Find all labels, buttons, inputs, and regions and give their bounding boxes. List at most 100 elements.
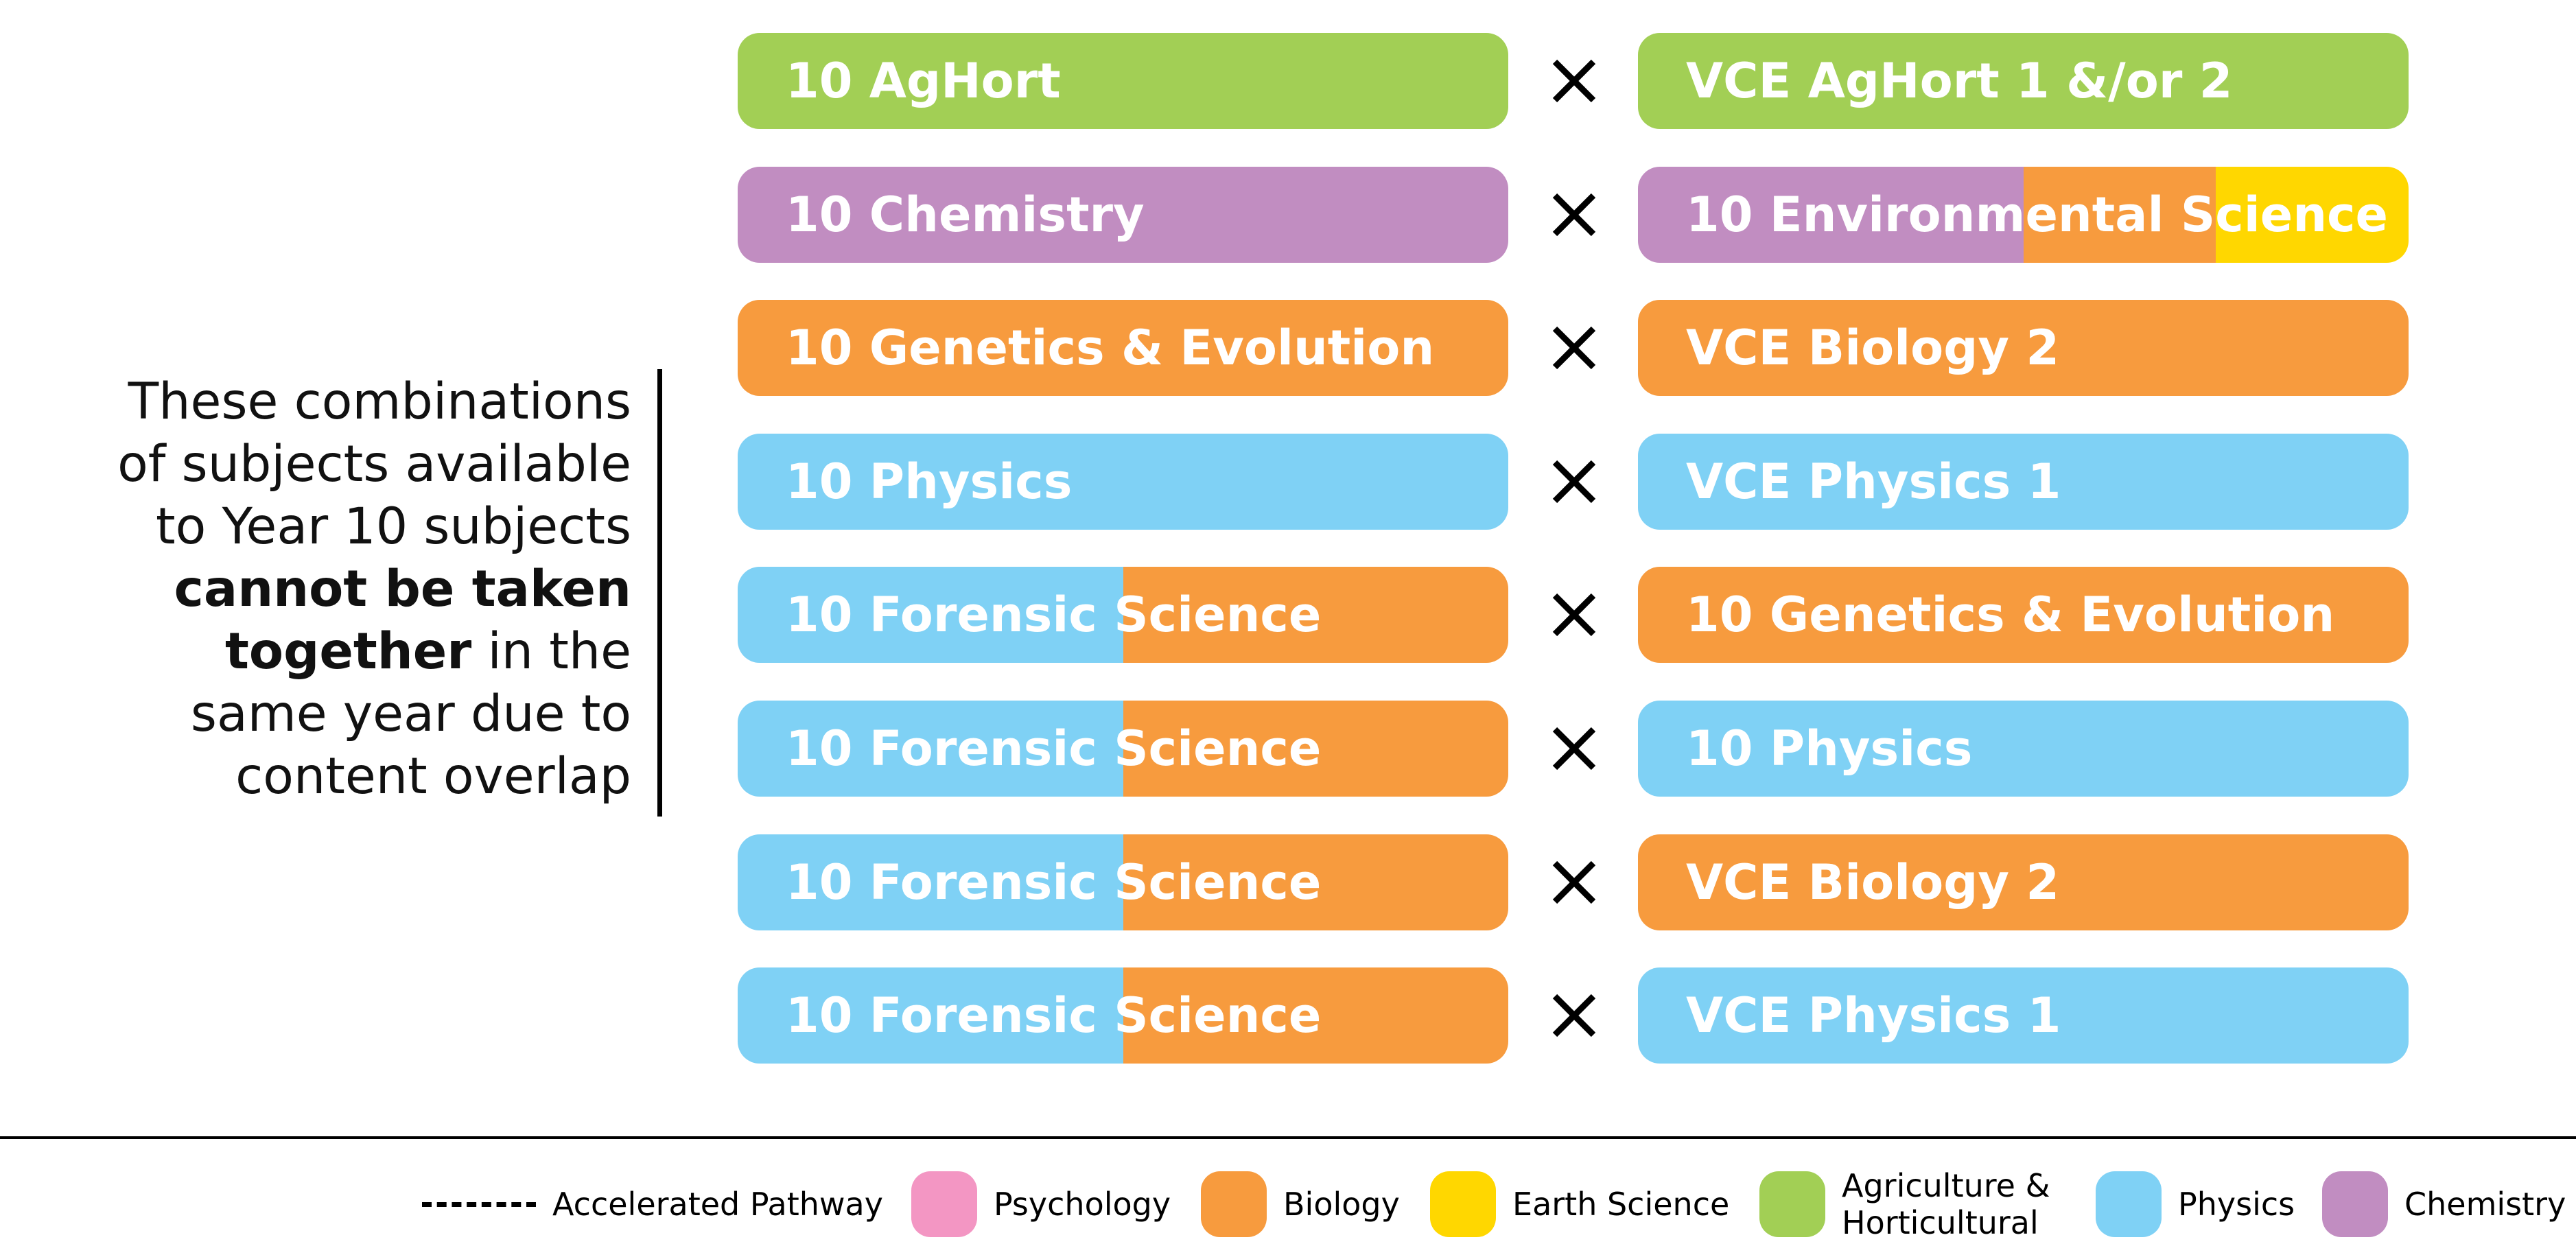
legend-item-physics: Physics	[2096, 1170, 2295, 1239]
subject-pair-row: 10 Forensic Science 10 Physics	[738, 700, 2409, 797]
times-icon	[1552, 193, 1596, 236]
subject-pair-row: 10 Forensic Science VCE Biology 2	[738, 834, 2409, 930]
subject-pill-right: VCE AgHort 1 &/or 2	[1638, 33, 2409, 129]
subject-pill-right: 10 Environmental Science	[1638, 166, 2409, 263]
legend-item-biology: Biology	[1201, 1170, 1400, 1239]
times-icon	[1552, 994, 1596, 1037]
physics-segment	[1638, 700, 2409, 797]
note-line: These combinations	[128, 373, 631, 431]
note-line: same year due to	[190, 685, 631, 743]
physics-segment	[738, 433, 1508, 530]
agriculture-swatch	[1759, 1171, 1825, 1237]
physics-segment	[738, 700, 1123, 797]
subject-pair-row: 10 Genetics & Evolution VCE Biology 2	[738, 300, 2409, 397]
subject-label: 10 AgHort	[786, 53, 1061, 109]
agriculture-segment	[1638, 33, 2409, 129]
subject-pill-left: 10 Forensic Science	[738, 834, 1508, 930]
biology-segment	[1638, 300, 2409, 397]
physics-segment	[738, 567, 1123, 664]
legend-label: Physics	[2178, 1186, 2295, 1223]
times-icon	[1552, 727, 1596, 771]
times-icon	[1552, 59, 1596, 103]
subject-pill-right: VCE Physics 1	[1638, 967, 2409, 1064]
chemistry-swatch	[2322, 1171, 2388, 1237]
note-emphasis: together	[225, 622, 472, 681]
physics-segment	[738, 834, 1123, 930]
subject-label: 10 Forensic Science	[786, 587, 1322, 644]
physics-segment	[1638, 967, 2409, 1064]
biology-segment	[1123, 567, 1508, 664]
legend-label: Earth Science	[1512, 1186, 1730, 1223]
physics-segment	[1638, 433, 2409, 530]
subject-pair-row: 10 Chemistry 10 Environmental Science	[738, 166, 2409, 263]
biology-segment	[1123, 834, 1508, 930]
chemistry-segment	[738, 166, 1508, 263]
subject-pill-right: 10 Genetics & Evolution	[1638, 567, 2409, 664]
physics-swatch	[2096, 1171, 2162, 1237]
note-line: of subjects available	[117, 435, 631, 493]
subject-label: 10 Forensic Science	[786, 854, 1322, 911]
times-icon	[1552, 460, 1596, 503]
biology-segment	[1123, 700, 1508, 797]
subject-pair-row: 10 Physics VCE Physics 1	[738, 433, 2409, 530]
legend-item-psychology: Psychology	[911, 1170, 1171, 1239]
biology-segment	[738, 300, 1508, 397]
subject-pairs: 10 AgHort VCE AgHort 1 &/or 2 10 Chemistry…	[738, 33, 2409, 1101]
subject-label: VCE AgHort 1 &/or 2	[1686, 53, 2233, 109]
legend-label: Biology	[1283, 1186, 1400, 1223]
subject-label: 10 Physics	[786, 453, 1073, 510]
subject-label: VCE Biology 2	[1686, 320, 2060, 377]
agriculture-segment	[738, 33, 1508, 129]
legend-label: Accelerated Pathway	[552, 1186, 883, 1223]
subject-pair-row: 10 AgHort VCE AgHort 1 &/or 2	[738, 33, 2409, 129]
subject-pill-left: 10 Genetics & Evolution	[738, 300, 1508, 397]
biology-swatch	[1201, 1171, 1267, 1237]
legend-item-agriculture: Agriculture & Horticultural	[1759, 1167, 2068, 1241]
note-divider	[657, 369, 662, 817]
subject-label: VCE Physics 1	[1686, 987, 2061, 1044]
earth-science-swatch	[1430, 1171, 1496, 1237]
legend-divider	[0, 1136, 2576, 1139]
subject-label: 10 Forensic Science	[786, 987, 1322, 1044]
dashed-line-icon	[422, 1201, 536, 1207]
subject-label: VCE Biology 2	[1686, 854, 2060, 911]
subject-pill-left: 10 Physics	[738, 433, 1508, 530]
subject-pill-left: 10 Forensic Science	[738, 967, 1508, 1064]
subject-pill-left: 10 Chemistry	[738, 166, 1508, 263]
legend-label: Agriculture & Horticultural	[1842, 1167, 2050, 1241]
biology-segment	[2023, 166, 2216, 263]
subject-label: 10 Chemistry	[786, 186, 1145, 243]
psychology-swatch	[911, 1171, 977, 1237]
legend-item-earth-science: Earth Science	[1430, 1170, 1729, 1239]
subject-label: 10 Forensic Science	[786, 720, 1322, 777]
subject-label: 10 Environmental Science	[1686, 186, 2388, 243]
explanatory-note: These combinations of subjects available…	[41, 371, 631, 808]
times-icon	[1552, 327, 1596, 370]
legend-label: Psychology	[994, 1186, 1171, 1223]
subject-label: 10 Genetics & Evolution	[786, 320, 1435, 377]
times-icon	[1552, 860, 1596, 904]
note-line: in the	[471, 622, 631, 681]
subject-label: VCE Physics 1	[1686, 453, 2061, 510]
legend-label: Chemistry	[2404, 1186, 2566, 1223]
physics-segment	[738, 967, 1123, 1064]
chemistry-segment	[1638, 166, 2024, 263]
subject-pair-row: 10 Forensic Science 10 Genetics & Evoluti…	[738, 567, 2409, 664]
subject-label: 10 Physics	[1686, 720, 1973, 777]
biology-segment	[1638, 834, 2409, 930]
legend-item-chemistry: Chemistry	[2322, 1170, 2566, 1239]
biology-segment	[1123, 967, 1508, 1064]
note-line: to Year 10 subjects	[156, 497, 631, 556]
subject-pill-right: VCE Physics 1	[1638, 433, 2409, 530]
subject-pill-left: 10 Forensic Science	[738, 700, 1508, 797]
subject-pill-left: 10 AgHort	[738, 33, 1508, 129]
subject-pair-row: 10 Forensic Science VCE Physics 1	[738, 967, 2409, 1064]
subject-pill-right: VCE Biology 2	[1638, 300, 2409, 397]
earth-science-segment	[2216, 166, 2409, 263]
biology-segment	[1638, 567, 2409, 664]
legend-item-accelerated: Accelerated Pathway	[422, 1170, 883, 1239]
times-icon	[1552, 594, 1596, 637]
subject-label: 10 Genetics & Evolution	[1686, 587, 2335, 644]
note-emphasis: cannot be taken	[174, 560, 631, 618]
subject-pill-left: 10 Forensic Science	[738, 567, 1508, 664]
